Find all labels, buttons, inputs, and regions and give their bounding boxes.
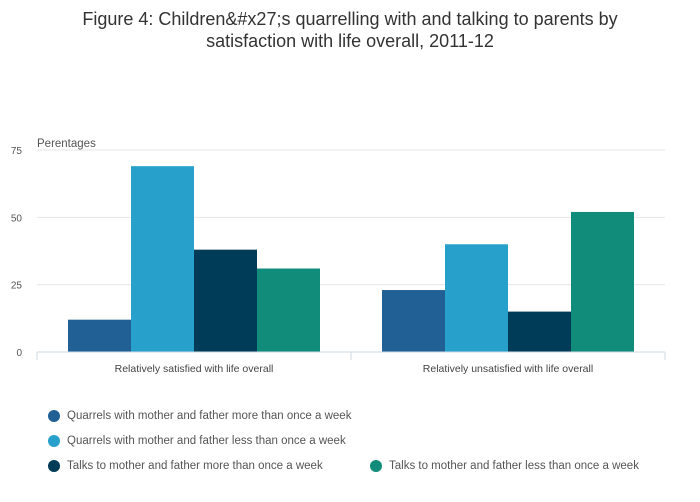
legend-swatch-3 [48,460,60,472]
bar-2-2 [445,244,508,352]
legend-label-2: Quarrels with mother and father less tha… [67,435,346,447]
x-tick-label-2: Relatively unsatisfied with life overall [423,363,593,375]
bar-1-3 [194,249,257,352]
bar-2-4 [571,211,634,352]
bar-1-2 [131,166,194,352]
y-tick-label-3: 75 [11,146,23,157]
x-tick-label-1: Relatively satisfied with life overall [115,363,274,375]
legend-item-3[interactable]: Talks to mother and father more than onc… [48,460,323,472]
bar-2-1 [382,290,445,352]
legend-item-4[interactable]: Talks to mother and father less than onc… [370,460,639,472]
legend-item-2[interactable]: Quarrels with mother and father less tha… [48,435,346,447]
legend-swatch-4 [370,460,382,472]
y-tick-label-1: 25 [11,281,23,292]
legend-swatch-2 [48,435,60,447]
legend-label-4: Talks to mother and father less than onc… [389,460,639,472]
legend-item-1[interactable]: Quarrels with mother and father more tha… [48,410,351,422]
chart-title-line-2: satisfaction with life overall, 2011-12 [206,31,494,51]
bar-2-3 [508,311,571,352]
bar-1-4 [257,268,320,352]
y-axis-label: Perentages [37,138,96,150]
bar-1-1 [68,319,131,352]
chart-title: Figure 4: Children&#x27;s quarrelling wi… [0,8,700,52]
y-tick-label-2: 50 [11,213,23,224]
legend-swatch-1 [48,410,60,422]
chart-title-line-1: Figure 4: Children&#x27;s quarrelling wi… [82,9,618,29]
legend-label-3: Talks to mother and father more than onc… [67,460,323,472]
legend-label-1: Quarrels with mother and father more tha… [67,410,352,422]
y-tick-label-0: 0 [16,348,22,359]
